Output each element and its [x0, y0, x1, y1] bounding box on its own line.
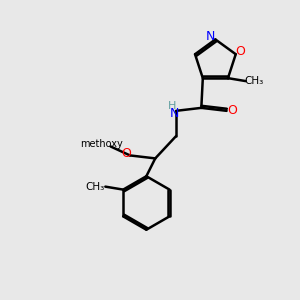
Text: CH₃: CH₃: [244, 76, 264, 86]
Text: H: H: [168, 101, 177, 111]
Text: methoxy: methoxy: [80, 139, 123, 148]
Text: N: N: [170, 107, 179, 120]
Text: N: N: [206, 30, 216, 43]
Text: O: O: [235, 45, 245, 58]
Text: O: O: [227, 104, 237, 117]
Text: CH₃: CH₃: [85, 182, 105, 192]
Text: O: O: [122, 147, 131, 161]
